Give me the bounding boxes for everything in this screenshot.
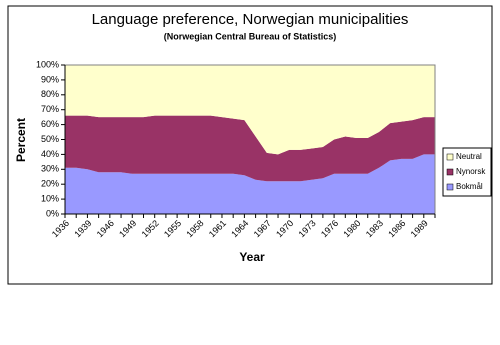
- legend-label: Neutral: [456, 152, 482, 161]
- legend-label: Bokmål: [456, 182, 483, 191]
- legend-swatch: [446, 168, 454, 176]
- x-axis-label: Year: [239, 250, 265, 264]
- y-tick-label: 70%: [41, 104, 59, 114]
- area: [65, 65, 435, 155]
- legend-swatch: [446, 153, 454, 161]
- y-tick-label: 100%: [36, 59, 59, 69]
- y-tick-label: 0%: [46, 208, 59, 218]
- legend-label: Nynorsk: [456, 167, 486, 176]
- y-tick-label: 90%: [41, 74, 59, 84]
- y-tick-label: 80%: [41, 89, 59, 99]
- y-tick-label: 20%: [41, 179, 59, 189]
- chart-title: Language preference, Norwegian municipal…: [92, 11, 409, 28]
- y-tick-label: 60%: [41, 119, 59, 129]
- y-tick-label: 40%: [41, 149, 59, 159]
- area: [65, 154, 435, 214]
- chart-subtitle: (Norwegian Central Bureau of Statistics): [164, 31, 337, 41]
- y-tick-label: 10%: [41, 193, 59, 203]
- y-tick-label: 50%: [41, 134, 59, 144]
- y-axis-label: Percent: [14, 118, 28, 162]
- y-tick-label: 30%: [41, 164, 59, 174]
- area: [65, 115, 435, 182]
- legend-swatch: [446, 183, 454, 191]
